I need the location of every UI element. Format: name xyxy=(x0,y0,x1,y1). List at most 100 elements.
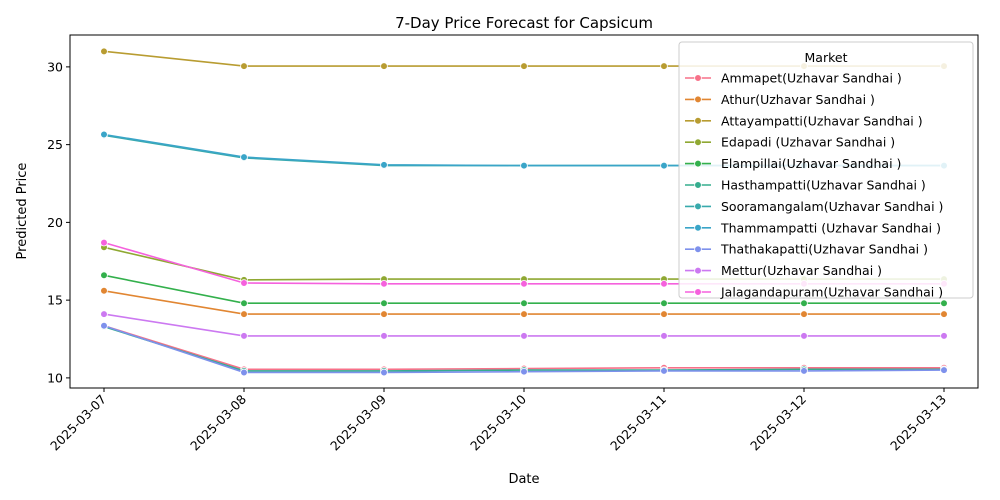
chart-title: 7-Day Price Forecast for Capsicum xyxy=(395,14,653,32)
data-point xyxy=(100,271,108,280)
data-point xyxy=(520,280,528,288)
data-point xyxy=(520,62,528,70)
data-point xyxy=(240,153,248,161)
legend-swatch-marker xyxy=(694,117,702,125)
data-point xyxy=(660,62,668,70)
data-point xyxy=(380,62,388,70)
data-point xyxy=(100,287,108,295)
legend-swatch-marker xyxy=(694,202,702,211)
legend-swatch-marker xyxy=(694,138,702,147)
data-point xyxy=(100,130,108,139)
y-tick-label: 10 xyxy=(47,370,63,385)
legend-swatch-marker xyxy=(694,95,702,104)
legend-label: Edapadi (Uzhavar Sandhai ) xyxy=(721,135,895,150)
legend-swatch-marker xyxy=(694,266,702,275)
data-point xyxy=(800,367,808,375)
y-tick-label: 25 xyxy=(47,137,63,152)
x-tick-label: 2025-03-11 xyxy=(607,392,669,454)
data-point xyxy=(240,332,248,340)
legend-label: Mettur(Uzhavar Sandhai ) xyxy=(721,263,882,278)
data-point xyxy=(240,299,248,308)
legend-swatch-marker xyxy=(694,159,702,168)
data-point xyxy=(100,310,108,318)
legend-item: Sooramangalam(Uzhavar Sandhai ) xyxy=(685,199,943,214)
data-point xyxy=(660,299,668,308)
legend-label: Attayampatti(Uzhavar Sandhai ) xyxy=(721,113,923,128)
y-axis: 10 15 20 25 30 xyxy=(47,59,70,385)
x-axis-title: Date xyxy=(508,472,539,487)
data-point xyxy=(380,299,388,308)
data-point xyxy=(660,332,668,340)
data-point xyxy=(520,332,528,340)
data-point xyxy=(380,368,388,377)
y-tick-label: 15 xyxy=(47,293,63,308)
data-point xyxy=(660,280,668,288)
legend-item: Thammampatti (Uzhavar Sandhai ) xyxy=(685,220,941,235)
data-point xyxy=(660,161,668,170)
legend-label: Ammapet(Uzhavar Sandhai ) xyxy=(721,71,902,86)
data-point xyxy=(800,310,808,318)
x-tick-label: 2025-03-08 xyxy=(187,391,249,453)
series-4 xyxy=(100,271,948,308)
data-point xyxy=(240,368,248,377)
data-point xyxy=(520,161,528,170)
legend-box xyxy=(678,41,974,299)
legend-item: Hasthampatti(Uzhavar Sandhai ) xyxy=(685,178,926,193)
data-point xyxy=(100,321,108,330)
data-point xyxy=(940,332,948,340)
legend-label: Thammampatti (Uzhavar Sandhai ) xyxy=(720,220,941,235)
series-1 xyxy=(100,287,948,318)
x-tick-label: 2025-03-10 xyxy=(467,391,529,453)
legend-item: Jalagandapuram(Uzhavar Sandhai ) xyxy=(685,285,943,300)
legend-swatch-marker xyxy=(694,224,702,232)
legend-item: Edapadi (Uzhavar Sandhai ) xyxy=(685,135,895,150)
legend: Market Ammapet(Uzhavar Sandhai ) Athur(Uz… xyxy=(678,41,974,300)
legend-label: Hasthampatti(Uzhavar Sandhai ) xyxy=(721,178,926,193)
legend-item: Attayampatti(Uzhavar Sandhai ) xyxy=(685,113,923,128)
legend-label: Thathakapatti(Uzhavar Sandhai ) xyxy=(720,242,928,257)
legend-item: Ammapet(Uzhavar Sandhai ) xyxy=(685,71,902,86)
data-point xyxy=(240,279,248,287)
data-point xyxy=(100,47,108,56)
legend-item: Elampillai(Uzhavar Sandhai ) xyxy=(685,156,901,171)
data-point xyxy=(660,310,668,318)
data-point xyxy=(520,310,528,318)
y-tick-label: 20 xyxy=(47,215,63,230)
y-tick-label: 30 xyxy=(47,59,63,74)
legend-item: Mettur(Uzhavar Sandhai ) xyxy=(685,263,882,278)
x-tick-label: 2025-03-13 xyxy=(887,392,949,454)
x-axis: 2025-03-07 2025-03-08 2025-03-09 2025-03-10… xyxy=(47,388,949,453)
data-point xyxy=(940,366,948,374)
legend-swatch-marker xyxy=(694,181,702,189)
data-point xyxy=(380,161,388,169)
x-tick-label: 2025-03-07 xyxy=(47,392,109,454)
legend-items: Ammapet(Uzhavar Sandhai ) Athur(Uzhavar S… xyxy=(685,71,943,300)
x-tick-label: 2025-03-09 xyxy=(327,391,389,453)
series-8 xyxy=(100,321,948,377)
legend-label: Sooramangalam(Uzhavar Sandhai ) xyxy=(721,199,943,214)
data-point xyxy=(940,310,948,318)
data-point xyxy=(380,280,388,288)
legend-label: Elampillai(Uzhavar Sandhai ) xyxy=(721,156,901,171)
legend-swatch-marker xyxy=(694,245,702,254)
data-point xyxy=(380,310,388,318)
data-point xyxy=(380,332,388,340)
data-point xyxy=(800,299,808,308)
legend-swatch-marker xyxy=(694,288,702,296)
data-point xyxy=(800,332,808,340)
data-point xyxy=(940,299,948,308)
data-point xyxy=(240,62,248,70)
legend-item: Athur(Uzhavar Sandhai ) xyxy=(685,92,875,107)
data-point xyxy=(520,299,528,308)
data-point xyxy=(520,367,528,376)
y-axis-title: Predicted Price xyxy=(15,163,30,260)
legend-item: Thathakapatti(Uzhavar Sandhai ) xyxy=(685,242,928,257)
legend-label: Athur(Uzhavar Sandhai ) xyxy=(721,92,875,107)
data-point xyxy=(660,367,668,375)
data-point xyxy=(240,310,248,318)
legend-label: Jalagandapuram(Uzhavar Sandhai ) xyxy=(720,285,943,300)
x-tick-label: 2025-03-12 xyxy=(747,392,809,454)
series-9 xyxy=(100,310,948,340)
legend-title: Market xyxy=(805,50,848,65)
